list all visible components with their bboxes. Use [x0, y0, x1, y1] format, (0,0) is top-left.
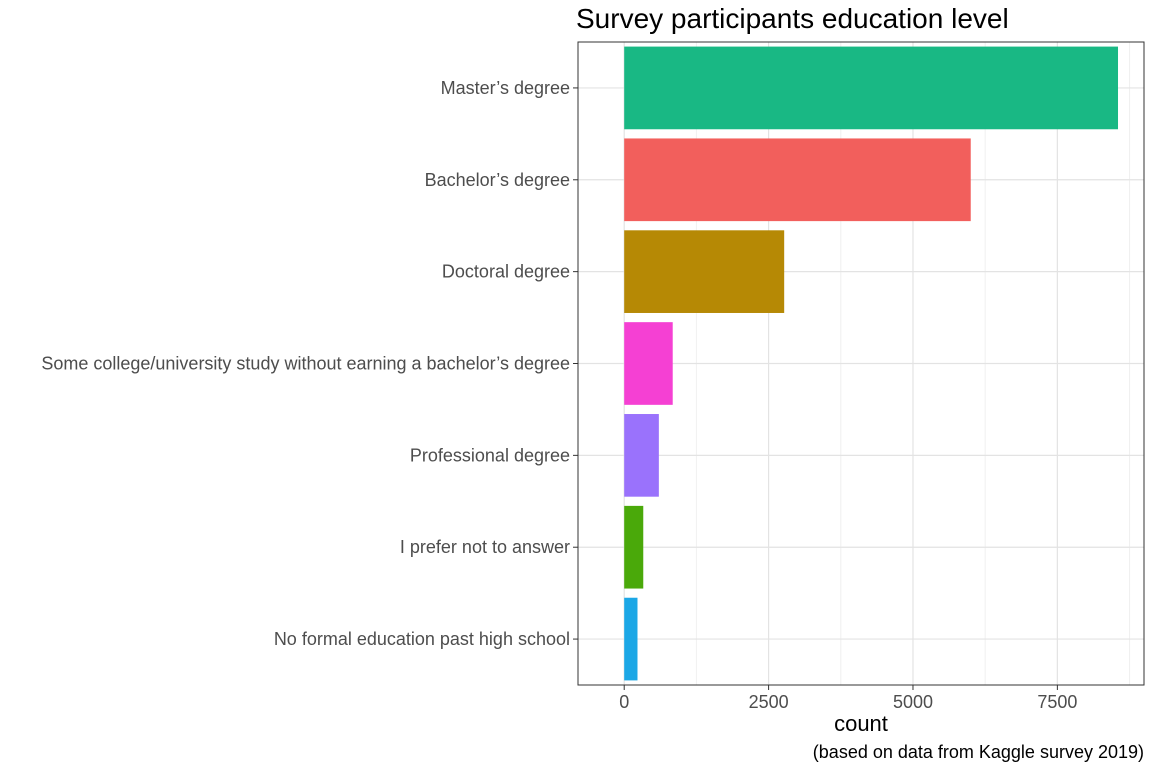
bar: [624, 414, 659, 497]
y-tick-label: Doctoral degree: [442, 262, 570, 282]
x-tick-label: 2500: [749, 692, 789, 712]
y-tick-label: I prefer not to answer: [400, 537, 570, 557]
bar: [624, 322, 673, 405]
y-tick-label: Professional degree: [410, 445, 570, 465]
chart-title: Survey participants education level: [576, 3, 1009, 34]
x-tick-label: 0: [619, 692, 629, 712]
bar: [624, 505, 644, 589]
x-axis-title: count: [834, 711, 888, 736]
y-tick-label: Bachelor’s degree: [425, 170, 570, 190]
x-tick-label: 7500: [1037, 692, 1077, 712]
x-axis: 0 2500 5000 7500: [619, 685, 1077, 712]
chart-caption: (based on data from Kaggle survey 2019): [813, 742, 1144, 762]
bar: [624, 230, 785, 313]
bar: [624, 138, 971, 222]
y-tick-label: No formal education past high school: [274, 629, 570, 649]
y-tick-label: Master’s degree: [441, 78, 570, 98]
x-tick-label: 5000: [893, 692, 933, 712]
y-tick-label: Some college/university study without ea…: [41, 354, 570, 374]
bars-layer: [624, 46, 1119, 681]
y-axis: Master’s degree Bachelor’s degree Doctoral…: [41, 78, 578, 649]
bar: [624, 46, 1119, 130]
bar: [624, 597, 638, 681]
